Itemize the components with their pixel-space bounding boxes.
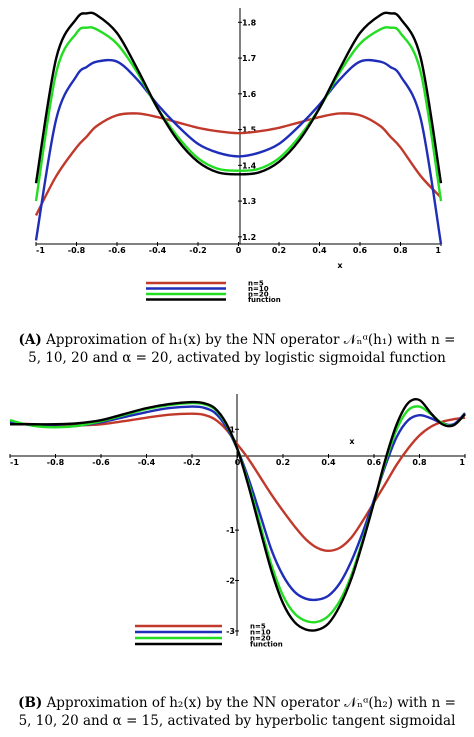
caption-b-line1: Approximation of h₂(x) by the NN operato… — [46, 695, 456, 711]
chart-a-legend-label-n-5: n=5 — [248, 280, 264, 288]
chart-a-x-tick-label: 0.4 — [312, 246, 327, 255]
chart-a-series-line-n-10 — [34, 58, 443, 245]
chart-b-x-tick-label: -1 — [10, 458, 19, 467]
chart-b-x-axis-label: x — [349, 437, 355, 446]
chart-b-x-tick-label: 0.6 — [367, 458, 382, 467]
chart-a-legend-label-function: function — [248, 296, 281, 304]
chart-b-x-tick-label: 0 — [235, 458, 241, 467]
chart-a-y-tick-label: 1.2 — [242, 233, 256, 242]
chart-a-y-tick-label: 1.3 — [242, 197, 256, 206]
caption-a-line2: 5, 10, 20 and α = 20, activated by logis… — [28, 350, 446, 366]
chart-a-x-tick-label: -0.6 — [108, 246, 126, 255]
chart-a-x-axis-label: x — [337, 261, 343, 270]
chart-a-y-tick-label: 1.8 — [242, 18, 257, 27]
chart-b-series-line-n-5 — [9, 412, 466, 552]
caption-a-label: (A) — [18, 332, 42, 348]
chart-b-legend-label-n-5: n=5 — [250, 623, 266, 631]
chart-b-x-tick-label: 0.2 — [276, 458, 290, 467]
chart-b-series-line-function — [9, 398, 466, 632]
chart-a-x-tick-label: 0.6 — [353, 246, 368, 255]
chart-b-x-tick-label: -0.8 — [47, 458, 65, 467]
chart-a-x-tick-label: 1 — [435, 246, 441, 255]
chart-a-series-layer — [34, 11, 443, 245]
caption-b: (B) Approximation of h₂(x) by the NN ope… — [0, 694, 474, 730]
chart-b-legend-label-n-20: n=20 — [250, 635, 271, 643]
chart-a-legend-label-n-10: n=10 — [248, 285, 269, 293]
chart-b-legend-label-n-10: n=10 — [250, 629, 271, 637]
chart-b: -1 -0.8 -0.6 -0.4 -0.2 0 0.2 0.4 0.6 0.8 1 1 -1 -2 -3 x… — [9, 394, 466, 649]
chart-b-y-tick-label: -2 — [226, 577, 235, 586]
chart-b-x-tick-label: -0.2 — [183, 458, 201, 467]
caption-b-line2: 5, 10, 20 and α = 15, activated by hyper… — [18, 713, 456, 729]
chart-a-y-tick-label: 1.6 — [242, 90, 257, 99]
chart-b-legend-label-function: function — [250, 641, 283, 649]
chart-a-axes: -1 -0.8 -0.6 -0.4 -0.2 0 0.2 0.4 0.6 0.8 1 1.2 1.3 1.… — [35, 8, 442, 270]
chart-a-series-line-function — [34, 11, 443, 184]
chart-b-y-tick-label: -1 — [226, 526, 235, 535]
chart-a-series-line-n-5 — [34, 112, 442, 216]
chart-b-x-tick-label: 0.8 — [412, 458, 427, 467]
chart-a-x-tick-label: -0.4 — [149, 246, 167, 255]
chart-a-series-line-n-20 — [34, 26, 443, 202]
chart-b-y-tick-label: 1 — [229, 425, 235, 434]
caption-b-label: (B) — [18, 695, 43, 711]
chart-b-series-layer — [9, 398, 466, 632]
chart-b-series-line-n-10 — [9, 405, 466, 602]
chart-b-x-tick-label: 1 — [459, 458, 465, 467]
chart-a-x-tick-label: 0.2 — [272, 246, 286, 255]
chart-a-legend-label-n-20: n=20 — [248, 291, 269, 299]
chart-b-x-tick-label: -0.4 — [138, 458, 156, 467]
chart-a-y-tick-label: 1.5 — [242, 126, 257, 135]
chart-b-x-tick-label: 0.4 — [321, 458, 336, 467]
chart-a-y-tick-label: 1.4 — [242, 161, 257, 170]
chart-a-x-tick-label: 0.8 — [393, 246, 408, 255]
chart-a-x-tick-label: 0 — [236, 246, 242, 255]
chart-b-y-tick-label: -3 — [226, 627, 235, 636]
chart-b-x-tick-label: -0.6 — [92, 458, 110, 467]
chart-a-x-tick-label: -0.2 — [189, 246, 207, 255]
chart-a-x-tick-label: -0.8 — [68, 246, 86, 255]
chart-a-x-tick-label: -1 — [36, 246, 45, 255]
chart-a-y-tick-label: 1.7 — [242, 54, 256, 63]
caption-a: (A) Approximation of h₁(x) by the NN ope… — [0, 331, 474, 367]
caption-a-line1: Approximation of h₁(x) by the NN operato… — [46, 332, 456, 348]
chart-a: -1 -0.8 -0.6 -0.4 -0.2 0 0.2 0.4 0.6 0.8 1 1.2 1.3 1.… — [34, 8, 443, 304]
